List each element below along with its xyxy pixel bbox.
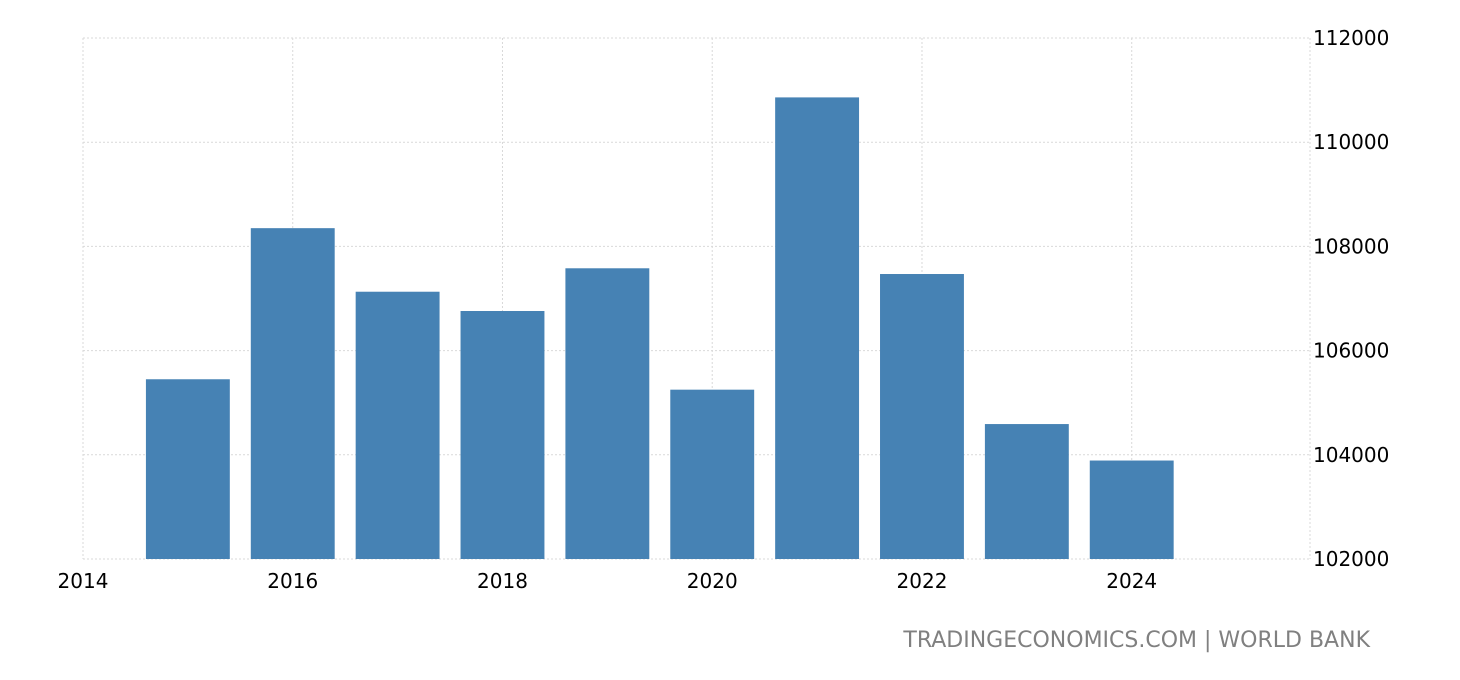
y-axis-ticks: 102000 104000 106000 108000 110000 112000 [1313,26,1389,571]
bar-2021 [775,97,860,560]
x-tick-label: 2020 [687,569,738,593]
x-tick-label: 2014 [58,569,109,593]
bar-2022 [880,274,964,559]
y-tick-label: 104000 [1313,443,1389,467]
bars [145,97,1174,560]
bar-2017 [355,291,440,559]
bar-2024 [1089,460,1174,559]
bar-2018 [460,311,545,559]
x-tick-label: 2022 [897,569,948,593]
bar-2015 [145,379,230,559]
bar-2019 [565,268,650,559]
source-label: TRADINGECONOMICS.COM | WORLD BANK [903,628,1370,653]
x-tick-label: 2016 [267,569,318,593]
x-tick-label: 2018 [477,569,528,593]
y-tick-label: 102000 [1313,547,1389,571]
bar-2016 [250,228,335,560]
y-tick-label: 112000 [1313,26,1389,50]
bar-2020 [670,389,755,559]
bar-2023 [984,424,1069,559]
y-tick-label: 106000 [1313,339,1389,363]
y-tick-label: 108000 [1313,234,1389,258]
x-tick-label: 2024 [1106,569,1157,593]
y-tick-label: 110000 [1313,130,1389,154]
x-axis-ticks: 2014 2016 2018 2020 2022 2024 [58,569,1158,593]
